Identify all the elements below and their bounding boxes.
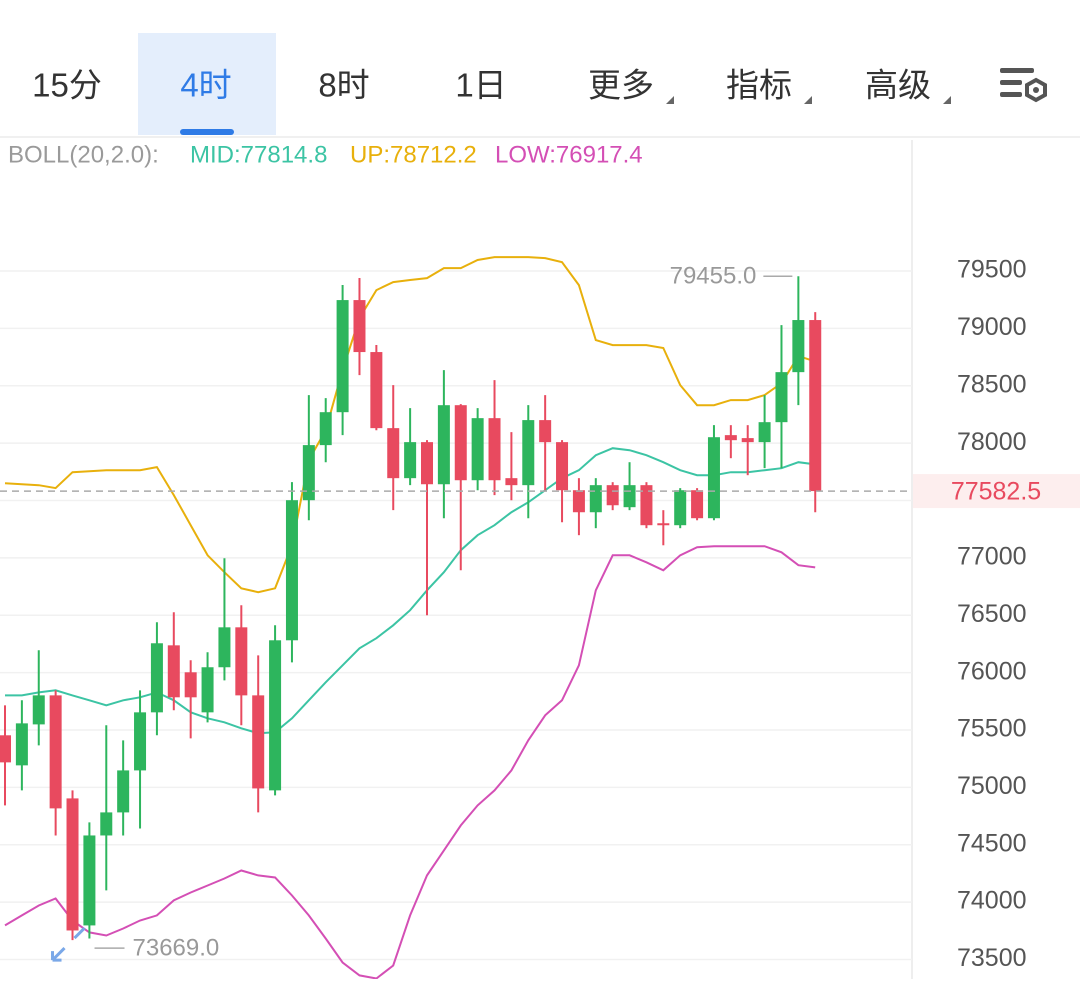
candle-body	[809, 320, 822, 492]
y-tick-label: 78000	[957, 428, 1027, 456]
dropdown-caret	[804, 96, 812, 104]
candle-body	[454, 405, 467, 481]
candle-body	[167, 645, 180, 698]
dropdown-caret	[943, 96, 951, 104]
tab-bar: 15分 4时 8时 1日 更多 指标 高级	[32, 33, 951, 135]
candle-body	[319, 412, 332, 446]
candle-body	[707, 437, 720, 519]
candle-body	[235, 627, 248, 696]
y-tick-label: 75000	[957, 772, 1027, 800]
candle-body	[691, 490, 704, 519]
candle-body	[83, 835, 96, 926]
y-tick-label: 74000	[957, 887, 1027, 915]
candle-body	[539, 420, 552, 443]
tab[interactable]: 15分	[32, 67, 102, 104]
min-marker-label: 73669.0	[133, 934, 220, 961]
candle-body	[285, 500, 298, 641]
candle-body	[606, 485, 619, 506]
y-tick-label: 76500	[957, 600, 1027, 628]
legend-entry: UP:78712.2	[350, 141, 477, 168]
dropdown-caret	[666, 96, 674, 104]
candle-body	[741, 438, 754, 443]
candle-body	[370, 352, 383, 429]
tab[interactable]: 4时	[180, 67, 231, 104]
current-price-box	[913, 474, 1080, 509]
candle-body	[404, 442, 417, 479]
boll-line	[4, 256, 816, 594]
candle-body	[49, 695, 62, 809]
candle-body	[117, 770, 130, 813]
legend-entry: MID:77814.8	[190, 141, 327, 168]
candle-body	[0, 735, 11, 763]
y-tick-label: 73500	[957, 944, 1027, 972]
candle-body	[792, 320, 805, 373]
candle-body	[572, 490, 585, 513]
boll-line	[4, 545, 816, 980]
candle-body	[66, 798, 79, 931]
candle-body	[184, 672, 197, 698]
tab[interactable]: 更多	[588, 67, 654, 104]
candle-body	[556, 442, 569, 491]
candle-body	[640, 485, 653, 526]
candle-body	[218, 627, 231, 668]
current-price-label: 77582.5	[951, 478, 1041, 506]
tab[interactable]: 高级	[865, 67, 931, 104]
max-marker-label: 79455.0	[670, 263, 757, 290]
candle-body	[505, 478, 518, 486]
y-tick-label: 75500	[957, 715, 1027, 743]
settings-icon[interactable]	[1000, 68, 1047, 103]
indicator-label: BOLL(20,2.0):	[8, 141, 159, 168]
candle-body	[32, 695, 45, 725]
candle-body	[302, 445, 315, 501]
candle-body	[775, 372, 788, 423]
candle-body	[201, 667, 214, 713]
tab-underline	[180, 129, 234, 135]
candle-body	[471, 418, 484, 481]
y-tick-label: 79000	[957, 313, 1027, 341]
y-tick-label: 77000	[957, 543, 1027, 571]
candle-body	[269, 640, 282, 791]
candle-body	[387, 428, 400, 479]
candle-body	[336, 300, 349, 413]
tab[interactable]: 1日	[455, 67, 506, 104]
y-tick-label: 76000	[957, 657, 1027, 685]
legend-entry: LOW:76917.4	[495, 141, 643, 168]
y-tick-label: 79500	[957, 256, 1027, 284]
candle-body	[674, 490, 687, 526]
candle-body	[150, 643, 163, 713]
tab-highlight	[138, 33, 276, 135]
candle-body	[15, 723, 28, 766]
tab[interactable]: 8时	[318, 67, 369, 104]
y-tick-label: 74500	[957, 829, 1027, 857]
candle-body	[488, 418, 501, 481]
candle-body	[522, 420, 535, 486]
candle-body	[353, 300, 366, 353]
candle-body	[657, 523, 670, 526]
candle-body	[100, 812, 113, 836]
candle-body	[252, 695, 265, 789]
candle-body	[758, 422, 771, 443]
candle-body	[421, 442, 433, 485]
plot: BOLL(20,2.0): MID:77814.8 UP:78712.2 LOW:76…	[0, 141, 1080, 980]
min-arrow-icon	[51, 927, 86, 962]
candle-body	[623, 485, 636, 508]
candle-body	[437, 405, 450, 485]
y-tick-label: 78500	[957, 370, 1027, 398]
tab[interactable]: 指标	[726, 67, 792, 104]
candle-body	[134, 712, 147, 771]
candle-body	[589, 485, 602, 513]
candle-body	[724, 435, 737, 441]
